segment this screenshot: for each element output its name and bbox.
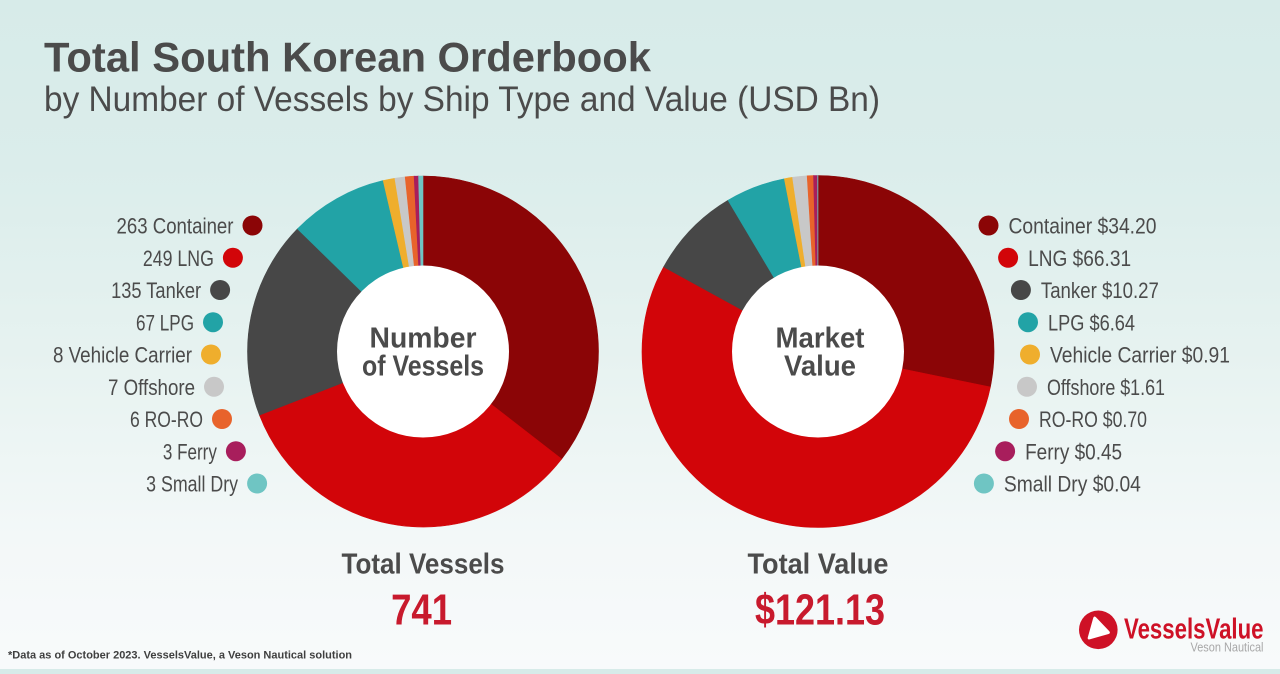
svg-text:Total South Korean Orderbook: Total South Korean Orderbook [44, 34, 652, 81]
svg-text:6 RO-RO: 6 RO-RO [130, 407, 203, 432]
svg-text:Vehicle Carrier $0.91: Vehicle Carrier $0.91 [1050, 343, 1230, 368]
svg-text:Market: Market [776, 323, 865, 355]
svg-text:of Vessels: of Vessels [362, 351, 484, 383]
svg-text:RO-RO $0.70: RO-RO $0.70 [1039, 407, 1147, 432]
svg-text:$121.13: $121.13 [755, 586, 885, 635]
svg-text:7 Offshore: 7 Offshore [108, 375, 195, 400]
svg-text:Value: Value [784, 351, 856, 383]
svg-text:249 LNG: 249 LNG [143, 246, 214, 271]
svg-text:LPG $6.64: LPG $6.64 [1048, 310, 1135, 335]
svg-text:VesselsValue: VesselsValue [1124, 614, 1264, 646]
svg-text:3 Small Dry: 3 Small Dry [146, 472, 239, 497]
svg-text:Small Dry $0.04: Small Dry $0.04 [1004, 472, 1141, 497]
svg-text:263 Container: 263 Container [117, 214, 234, 239]
svg-text:Offshore $1.61: Offshore $1.61 [1047, 375, 1165, 400]
svg-text:Tanker $10.27: Tanker $10.27 [1041, 278, 1159, 303]
svg-text:Veson Nautical: Veson Nautical [1191, 640, 1264, 655]
svg-text:Number: Number [370, 323, 477, 355]
svg-text:Total Vessels: Total Vessels [342, 548, 505, 580]
svg-text:by Number of Vessels by Ship T: by Number of Vessels by Ship Type and Va… [44, 80, 880, 119]
svg-text:8 Vehicle Carrier: 8 Vehicle Carrier [53, 343, 192, 368]
svg-text:Container $34.20: Container $34.20 [1009, 214, 1157, 239]
svg-text:67 LPG: 67 LPG [136, 310, 194, 335]
svg-text:*Data as of October 2023. Vess: *Data as of October 2023. VesselsValue, … [8, 649, 352, 661]
svg-text:LNG $66.31: LNG $66.31 [1028, 246, 1131, 271]
svg-text:135 Tanker: 135 Tanker [111, 278, 201, 303]
svg-text:741: 741 [391, 586, 452, 635]
svg-text:Ferry $0.45: Ferry $0.45 [1025, 439, 1122, 464]
svg-text:Total Value: Total Value [748, 548, 889, 580]
svg-text:3 Ferry: 3 Ferry [163, 439, 218, 464]
